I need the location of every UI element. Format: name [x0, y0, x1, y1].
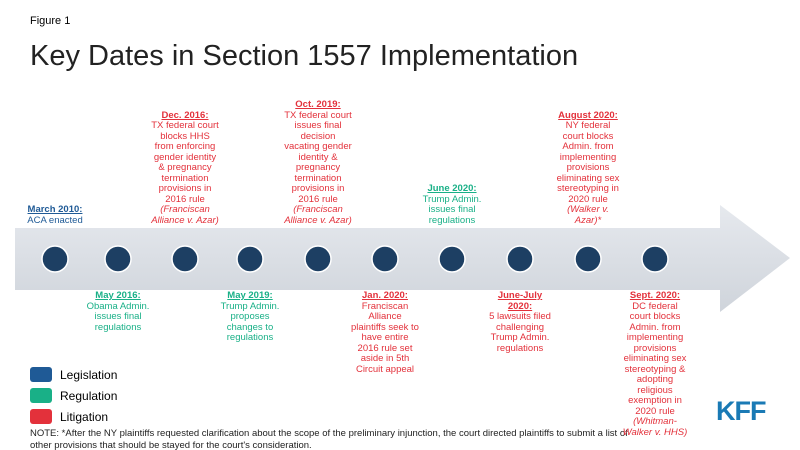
event: Oct. 2019: TX federal court issues final … [284, 99, 352, 226]
legend-item: Legislation [30, 367, 117, 382]
event-text: ACA enacted [27, 214, 83, 226]
legend-swatch [30, 388, 52, 403]
event-case: (Whitman-Walker v. HHS) [622, 416, 688, 438]
event: June-July 2020: 5 lawsuits filed challeng… [486, 290, 554, 354]
event: Jan. 2020: Franciscan Alliance plaintiffs… [351, 290, 419, 375]
legend-label: Legislation [60, 367, 118, 382]
legend-item: Litigation [30, 409, 108, 424]
event-text: Trump Admin. issues final regulations [422, 193, 482, 226]
timeline-dot [304, 245, 332, 273]
timeline-dot [171, 245, 199, 273]
event: May 2016: Obama Admin. issues final regul… [84, 290, 152, 333]
legend-label: Regulation [60, 388, 118, 403]
event: March 2010: ACA enacted [21, 204, 89, 226]
event-date: May 2019: [227, 290, 273, 301]
event-date: Sept. 2020: [629, 290, 681, 301]
timeline-arrow [15, 205, 790, 312]
event: May 2019: Trump Admin. proposes changes t… [216, 290, 284, 344]
logo: KFF [716, 396, 766, 426]
legend-item: Regulation [30, 388, 117, 403]
legend-label: Litigation [60, 409, 109, 424]
timeline-dot [641, 245, 669, 273]
event-text: TX federal court issues final decision v… [284, 109, 352, 205]
timeline-dot [506, 245, 534, 273]
timeline-dot [574, 245, 602, 273]
event-case: (Franciscan Alliance v. Azar) [284, 204, 352, 226]
event-text: 5 lawsuits filed challenging Trump Admin… [489, 311, 551, 354]
timeline-dot [236, 245, 264, 273]
event-text: TX federal court blocks HHS from enforci… [151, 120, 219, 205]
timeline-dot [41, 245, 69, 273]
event-date: Oct. 2019: [295, 99, 341, 110]
timeline-dot [371, 245, 399, 273]
event-text: NY federal court blocks Admin. from impl… [556, 120, 620, 205]
figure-label: Figure 1 [30, 15, 71, 27]
event-text: DC federal court blocks Admin. from impl… [623, 300, 687, 417]
event-date: August 2020: [558, 109, 618, 121]
legend-swatch [30, 409, 52, 424]
timeline-dot [104, 245, 132, 273]
event: August 2020: NY federal court blocks Admi… [554, 109, 622, 227]
legend-swatch [30, 367, 52, 382]
event-text: Trump Admin. proposes changes to regulat… [220, 300, 280, 343]
event-date: March 2010: [27, 204, 83, 215]
event-text: Franciscan Alliance plaintiffs seek to h… [351, 300, 419, 375]
event-date: Jan. 2020: [362, 290, 408, 301]
event: Sept. 2020: DC federal court blocks Admin… [621, 290, 689, 438]
event: Dec. 2016: TX federal court blocks HHS fr… [151, 109, 219, 227]
event-case: (Walker v. Azar)* [567, 204, 609, 226]
event: June 2020: Trump Admin. issues final regu… [418, 183, 486, 226]
title: Key Dates in Section 1557 Implementation [30, 40, 579, 72]
event-date: May 2016: [95, 290, 141, 301]
note: NOTE: *After the NY plaintiffs requested… [30, 428, 628, 450]
event-date: Dec. 2016: [161, 109, 209, 121]
event-date: June 2020: [427, 183, 477, 194]
event-text: Obama Admin. issues final regulations [86, 300, 150, 333]
event-date: June-July 2020: [497, 290, 543, 312]
timeline-dot [438, 245, 466, 273]
event-case: (Franciscan Alliance v. Azar) [151, 204, 219, 226]
